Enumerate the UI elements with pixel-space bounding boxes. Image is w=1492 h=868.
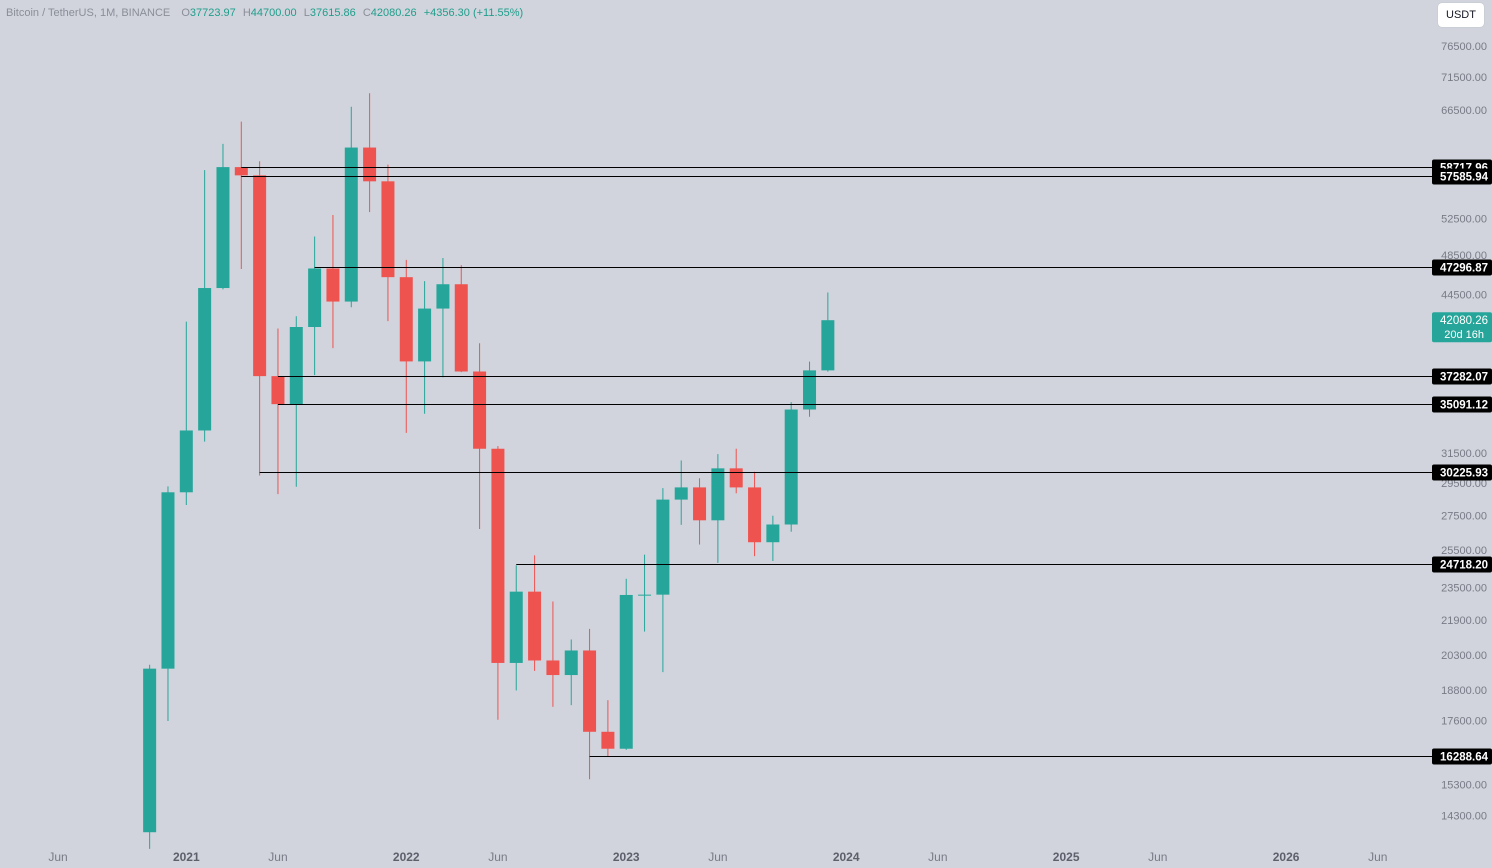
candle-body[interactable] <box>179 430 193 493</box>
open-value: 37723.97 <box>189 7 236 19</box>
time-axis-label: 2023 <box>613 850 640 864</box>
candle-body[interactable] <box>399 277 413 362</box>
close-value: 42080.26 <box>370 7 417 19</box>
price-tick-label: 20300.00 <box>1441 650 1487 662</box>
low-value: 37615.86 <box>309 7 356 19</box>
level-price-label: 47296.87 <box>1440 263 1488 275</box>
candle-body[interactable] <box>509 591 523 663</box>
candle-body[interactable] <box>784 409 798 525</box>
candle-body[interactable] <box>326 268 340 302</box>
candle-body[interactable] <box>234 167 248 176</box>
symbol-title: Bitcoin / TetherUS, 1M, BINANCE <box>6 7 171 19</box>
price-tick-label: 44500.00 <box>1441 290 1487 302</box>
candle-body[interactable] <box>656 499 670 595</box>
symbol-legend: Bitcoin / TetherUS, 1M, BINANCE O37723.9… <box>6 7 523 19</box>
level-price-tag <box>1432 556 1492 573</box>
candle-body[interactable] <box>344 147 358 302</box>
open-label: O <box>181 7 190 19</box>
price-tick-label: 21900.00 <box>1441 615 1487 627</box>
candle-body[interactable] <box>638 594 652 596</box>
candle-body[interactable] <box>619 594 633 749</box>
price-tick-label: 23500.00 <box>1441 583 1487 595</box>
candle-body[interactable] <box>454 284 468 372</box>
candle-body[interactable] <box>601 731 615 749</box>
price-tick-label: 25500.00 <box>1441 545 1487 557</box>
candle-body[interactable] <box>564 650 578 676</box>
level-price-label: 16288.64 <box>1440 752 1489 764</box>
candle-body[interactable] <box>546 660 560 676</box>
price-tick-label: 31500.00 <box>1441 448 1487 460</box>
candle-body[interactable] <box>766 524 780 543</box>
time-axis-label: 2026 <box>1273 850 1300 864</box>
high-label: H <box>242 7 251 19</box>
candle-body[interactable] <box>436 284 450 309</box>
candle-body[interactable] <box>216 167 230 289</box>
level-price-tag <box>1432 368 1492 385</box>
currency-button[interactable]: USDT <box>1438 3 1484 27</box>
time-axis-label: 2025 <box>1053 850 1080 864</box>
price-tick-label: 29500.00 <box>1441 478 1487 490</box>
candle-body[interactable] <box>473 371 487 449</box>
candle-body[interactable] <box>583 650 597 732</box>
candle-body[interactable] <box>803 370 817 410</box>
level-price-tag <box>1432 464 1492 481</box>
candle-body[interactable] <box>253 175 267 377</box>
time-axis-label: Jun <box>268 850 287 864</box>
time-axis-label: Jun <box>1368 850 1387 864</box>
price-tick-label: 14300.00 <box>1441 811 1487 823</box>
price-tick-label: 48500.00 <box>1441 250 1487 262</box>
price-tick-label: 15300.00 <box>1441 780 1487 792</box>
price-tick-label: 76500.00 <box>1441 41 1487 53</box>
time-axis-label: Jun <box>48 850 67 864</box>
level-price-tag <box>1432 168 1492 185</box>
price-tick-label: 17600.00 <box>1441 715 1487 727</box>
level-price-label: 37282.07 <box>1440 372 1488 384</box>
candle-body[interactable] <box>381 181 395 278</box>
level-price-tag <box>1432 396 1492 413</box>
level-price-tag <box>1432 259 1492 276</box>
close-label: C <box>362 7 371 19</box>
level-price-label: 57585.94 <box>1440 172 1489 184</box>
candle-body[interactable] <box>693 487 707 521</box>
candle-body[interactable] <box>198 288 212 431</box>
level-price-label: 35091.12 <box>1440 400 1488 412</box>
time-axis-label: 2022 <box>393 850 420 864</box>
candle-body[interactable] <box>161 492 175 669</box>
last-price-tag <box>1432 312 1492 343</box>
candle-body[interactable] <box>308 268 322 328</box>
time-axis-label: Jun <box>488 850 507 864</box>
countdown-label: 20d 16h <box>1444 329 1484 341</box>
candle-body[interactable] <box>491 448 505 663</box>
price-tick-label: 52500.00 <box>1441 214 1487 226</box>
time-axis-label: Jun <box>1148 850 1167 864</box>
level-price-label: 30225.93 <box>1440 468 1488 480</box>
price-tick-label: 18800.00 <box>1441 685 1487 697</box>
candle-body[interactable] <box>748 487 762 543</box>
high-value: 44700.00 <box>250 7 297 19</box>
candle-body[interactable] <box>363 147 377 182</box>
candle-body[interactable] <box>821 320 835 371</box>
last-price-label: 42080.26 <box>1440 315 1488 327</box>
change-value: +4356.30 (+11.55%) <box>423 7 524 19</box>
candle-body[interactable] <box>418 308 432 362</box>
price-tick-label: 66500.00 <box>1441 105 1487 117</box>
candle-body[interactable] <box>711 468 725 521</box>
candle-body[interactable] <box>528 591 542 661</box>
candle-body[interactable] <box>143 668 157 833</box>
candle-body[interactable] <box>289 327 303 405</box>
time-axis-label: Jun <box>708 850 727 864</box>
time-axis-label: Jun <box>928 850 947 864</box>
time-axis-label: 2024 <box>833 850 860 864</box>
candle-body[interactable] <box>729 468 743 488</box>
candle-body[interactable] <box>674 487 688 500</box>
candle-body[interactable] <box>271 376 285 405</box>
price-tick-label: 27500.00 <box>1441 510 1487 522</box>
low-label: L <box>303 7 310 19</box>
level-price-label: 24718.20 <box>1440 560 1488 572</box>
time-axis-label: 2021 <box>173 850 200 864</box>
price-tick-label: 71500.00 <box>1441 72 1487 84</box>
level-price-tag <box>1432 748 1492 765</box>
